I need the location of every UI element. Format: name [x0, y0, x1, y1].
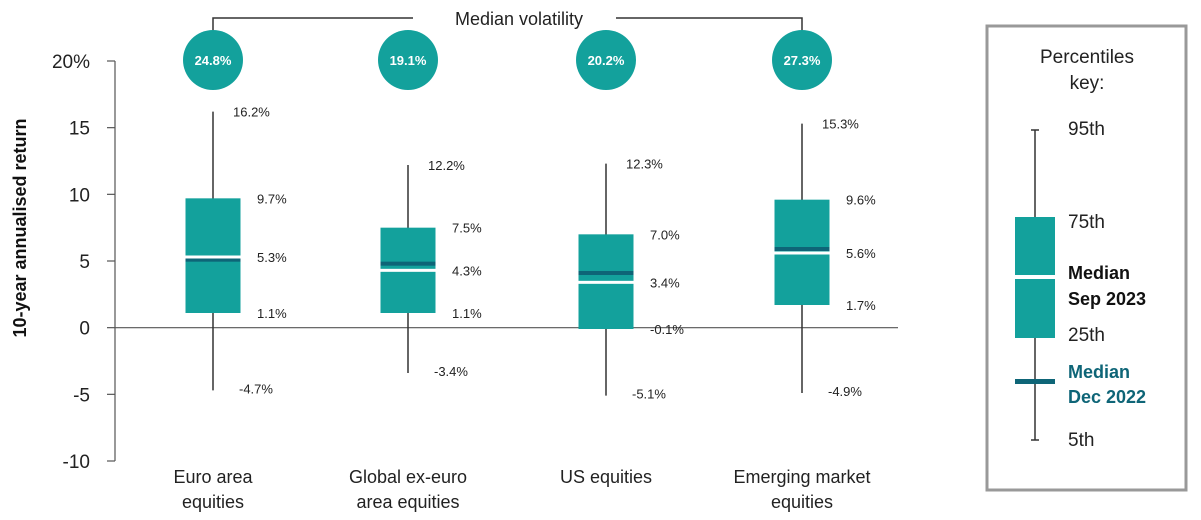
key-median-dec-line-1: Median: [1068, 362, 1130, 382]
p95-label: 16.2%: [233, 105, 270, 120]
volatility-value: 24.8%: [195, 53, 232, 68]
y-tick-label: 5: [79, 252, 90, 273]
p25-label: -0.1%: [650, 322, 684, 337]
box-series: 16.2% 9.7% 5.3% 1.1% -4.7% 24.8% 12.2% 7.5% 4.3%…: [183, 30, 876, 402]
volatility-circle: [772, 30, 832, 90]
p5-label: -5.1%: [632, 387, 666, 402]
p75-label: 7.5%: [452, 221, 482, 236]
category-label: equities: [182, 492, 244, 512]
median-sep-2023-line: [185, 255, 241, 259]
key-title-line-2: key:: [1070, 73, 1105, 94]
median-dec-2022-line: [185, 257, 241, 262]
key-median-dec-line-2: Dec 2022: [1068, 387, 1146, 407]
p25-label: 1.1%: [452, 306, 482, 321]
y-tick-label: 0: [79, 319, 90, 340]
key-title-line-1: Percentiles: [1040, 47, 1134, 68]
p25-label: 1.7%: [846, 298, 876, 313]
y-tick-label: 20%: [52, 52, 90, 73]
y-axis-label: 10-year annualised return: [10, 118, 30, 337]
y-tick-label: 10: [69, 185, 90, 206]
volatility-circle: [183, 30, 243, 90]
key-p25-label: 25th: [1068, 325, 1105, 346]
box-group: 15.3% 9.6% 5.6% 1.7% -4.9% 27.3%: [772, 30, 876, 399]
median-volatility-label: Median volatility: [455, 9, 583, 29]
key-median-dec-2022-line: [1015, 379, 1055, 384]
p5-label: -3.4%: [434, 364, 468, 379]
y-tick-label: -5: [73, 385, 90, 406]
p75-label: 9.7%: [257, 191, 287, 206]
median-volatility-header: Median volatility: [212, 9, 803, 32]
median-sep-2023-line: [578, 280, 634, 284]
axes: 20% 15 10 5 0 -5 -10: [52, 52, 898, 473]
median-label: 3.4%: [650, 275, 680, 290]
volatility-circle: [576, 30, 636, 90]
median-label: 5.6%: [846, 246, 876, 261]
key-p95-label: 95th: [1068, 119, 1105, 140]
p95-label: 12.2%: [428, 158, 465, 173]
median-dec-2022-line: [380, 261, 436, 266]
median-label: 4.3%: [452, 263, 482, 278]
category-label: Global ex-euro: [349, 467, 467, 487]
category-label: Emerging market: [733, 467, 870, 487]
volatility-value: 19.1%: [390, 53, 427, 68]
category-label: Euro area: [173, 467, 253, 487]
category-label: equities: [771, 492, 833, 512]
box-group: 16.2% 9.7% 5.3% 1.1% -4.7% 24.8%: [183, 30, 287, 396]
key-p75-label: 75th: [1068, 212, 1105, 233]
box-group: 12.2% 7.5% 4.3% 1.1% -3.4% 19.1%: [378, 30, 482, 379]
p95-label: 12.3%: [626, 157, 663, 172]
y-tick-label: 15: [69, 119, 90, 140]
category-label: area equities: [356, 492, 459, 512]
volatility-value: 20.2%: [588, 53, 625, 68]
volatility-circle: [378, 30, 438, 90]
key-median-sep-line-1: Median: [1068, 263, 1130, 283]
p75-label: 7.0%: [650, 227, 680, 242]
p25-label: 1.1%: [257, 306, 287, 321]
median-label: 5.3%: [257, 250, 287, 265]
median-dec-2022-line: [578, 271, 634, 275]
median-sep-2023-line: [774, 251, 830, 255]
volatility-bracket-right: [616, 17, 803, 32]
box-group: 12.3% 7.0% 3.4% -0.1% -5.1% 20.2%: [576, 30, 684, 402]
percentiles-key: Percentiles key: 95th 75th Median Sep 20…: [985, 24, 1188, 492]
p5-label: -4.9%: [828, 384, 862, 399]
volatility-value: 27.3%: [784, 53, 821, 68]
p5-label: -4.7%: [239, 381, 273, 396]
p95-label: 15.3%: [822, 117, 859, 132]
y-tick-label: -10: [63, 452, 90, 473]
key-p5-label: 5th: [1068, 430, 1094, 451]
key-median-sep-2023-line: [1015, 275, 1055, 279]
category-label: US equities: [560, 467, 652, 487]
p75-label: 9.6%: [846, 193, 876, 208]
key-median-sep-line-2: Sep 2023: [1068, 289, 1146, 309]
key-border: [985, 24, 1188, 492]
median-sep-2023-line: [380, 268, 436, 272]
median-dec-2022-line: [774, 247, 830, 251]
volatility-bracket-left: [212, 17, 413, 32]
category-labels: Euro area equities Global ex-euro area equi…: [173, 467, 870, 512]
